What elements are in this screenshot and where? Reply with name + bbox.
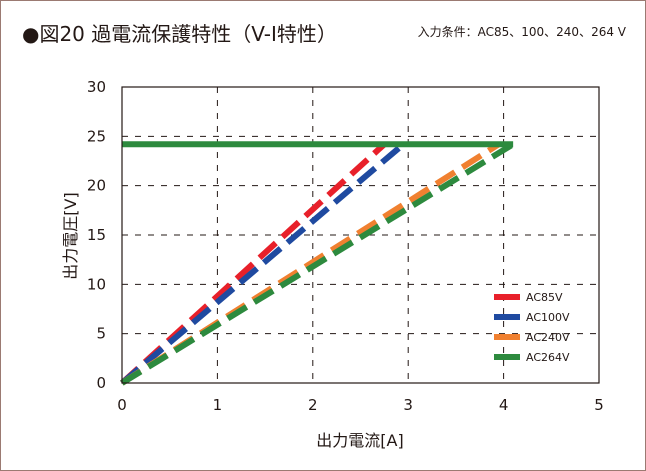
y-axis-label: 出力電圧[V]	[61, 192, 80, 279]
y-tick-label: 15	[87, 226, 106, 244]
y-tick-label: 30	[87, 78, 106, 96]
x-tick-label: 2	[308, 396, 318, 414]
x-tick-label: 1	[213, 396, 223, 414]
figure-header: ●図20 過電流保護特性（V-I特性） 入力条件：AC85、100、240、26…	[22, 18, 626, 50]
figure-title: ●図20 過電流保護特性（V-I特性）	[22, 22, 337, 46]
legend-label: AC264V	[526, 351, 570, 364]
plot-area	[121, 86, 600, 384]
legend-label: AC100V	[526, 311, 570, 324]
series-line-ac264v	[120, 141, 515, 386]
y-tick-label: 0	[96, 374, 106, 392]
legend-label: AC85V	[526, 291, 563, 304]
x-tick-label: 0	[117, 396, 127, 414]
x-tick-label: 5	[594, 396, 604, 414]
series-line-ac85v	[119, 142, 387, 386]
input-conditions: 入力条件：AC85、100、240、264 V	[417, 25, 626, 39]
legend: AC85V AC100V AC240V AC264V	[494, 291, 570, 364]
series-line-ac100v	[120, 141, 406, 386]
x-tick-labels: 0 1 2 3 4 5	[117, 396, 604, 414]
y-tick-label: 10	[87, 275, 106, 293]
y-tick-label: 5	[96, 325, 106, 343]
legend-label: AC240V	[526, 331, 570, 344]
y-tick-labels: 0 5 10 15 20 25 30	[87, 78, 106, 392]
plot-series	[119, 141, 515, 386]
x-axis-label: 出力電流[A]	[316, 431, 403, 450]
y-tick-label: 25	[87, 127, 106, 145]
y-tick-label: 20	[87, 177, 106, 195]
x-tick-label: 4	[499, 396, 509, 414]
x-tick-label: 3	[403, 396, 413, 414]
